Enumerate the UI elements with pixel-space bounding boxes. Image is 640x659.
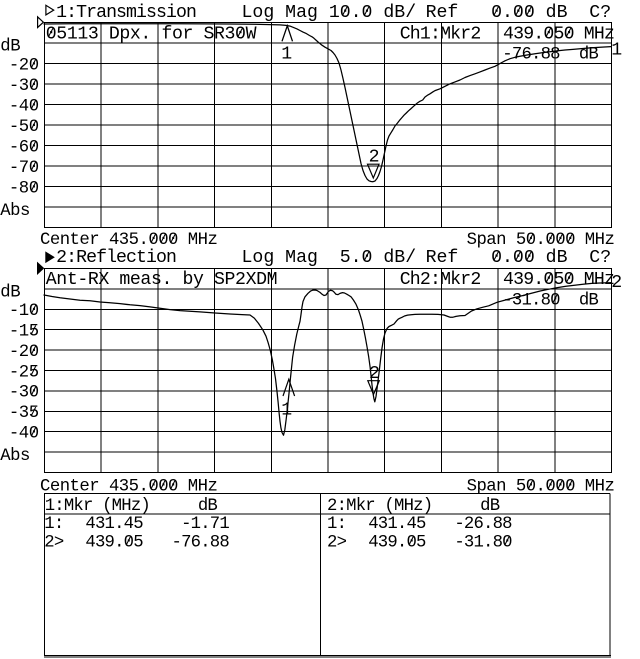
svg-text:431.45 -1.71: 431.45 -1.71	[85, 515, 229, 534]
svg-text:1:Transmission: 1:Transmission	[56, 3, 196, 23]
svg-text:2:Reflection: 2:Reflection	[56, 248, 176, 268]
svg-text:-76.88 dB: -76.88 dB	[502, 45, 598, 64]
svg-text:05113 Dpx. for SR30W: 05113 Dpx. for SR30W	[46, 24, 257, 44]
svg-text:-70: -70	[9, 159, 39, 178]
svg-text:2: 2	[611, 273, 622, 293]
svg-text:Ch1:Mkr2: Ch1:Mkr2	[400, 24, 481, 44]
svg-text:-30: -30	[9, 384, 39, 403]
svg-text:Ref 0.00 dB C?: Ref 0.00 dB C?	[426, 248, 612, 268]
svg-text:-60: -60	[9, 138, 39, 157]
svg-text:Log Mag 5.0 dB/: Log Mag 5.0 dB/	[242, 248, 417, 268]
svg-text:1: 1	[281, 44, 292, 64]
svg-text:Center 435.000 MHz: Center 435.000 MHz	[40, 477, 217, 496]
svg-text:-20: -20	[9, 343, 39, 362]
svg-text:2: 2	[369, 364, 380, 384]
svg-text:Span 50.000 MHz: Span 50.000 MHz	[467, 231, 615, 250]
svg-text:439.050 MHz: 439.050 MHz	[503, 270, 614, 290]
svg-text:Ch2:Mkr2: Ch2:Mkr2	[400, 270, 481, 290]
svg-text:1: 1	[281, 401, 292, 421]
svg-text:2>: 2>	[44, 533, 64, 552]
svg-text:-40: -40	[9, 425, 39, 444]
svg-text:Center 435.000 MHz: Center 435.000 MHz	[40, 231, 217, 250]
svg-text:-80: -80	[9, 179, 39, 198]
svg-text:439.05 -31.80: 439.05 -31.80	[368, 533, 512, 552]
svg-text:-15: -15	[9, 323, 39, 342]
svg-text:-30: -30	[9, 77, 39, 96]
svg-text:Ant-RX meas. by SP2XDM: Ant-RX meas. by SP2XDM	[46, 270, 277, 290]
svg-text:439.050 MHz: 439.050 MHz	[503, 24, 614, 44]
svg-text:dB: dB	[0, 38, 20, 57]
svg-text:1:: 1:	[327, 515, 346, 534]
svg-text:2: 2	[369, 147, 380, 167]
svg-text:2:Mkr (MHz) dB: 2:Mkr (MHz) dB	[327, 497, 500, 516]
svg-text:-20: -20	[9, 56, 39, 75]
svg-text:Abs: Abs	[0, 447, 30, 466]
svg-text:-35: -35	[9, 404, 39, 423]
svg-text:-40: -40	[9, 97, 39, 116]
svg-text:431.45 -26.88: 431.45 -26.88	[368, 515, 512, 534]
svg-text:439.05 -76.88: 439.05 -76.88	[85, 533, 229, 552]
svg-text:dB: dB	[0, 283, 20, 302]
svg-text:2>: 2>	[327, 533, 347, 552]
svg-text:Ref 0.00 dB C?: Ref 0.00 dB C?	[426, 3, 612, 23]
svg-text:Span 50.000 MHz: Span 50.000 MHz	[467, 477, 615, 496]
svg-text:-31.80 dB: -31.80 dB	[502, 292, 598, 311]
svg-text:-25: -25	[9, 363, 39, 382]
svg-text:1: 1	[611, 40, 622, 60]
svg-text:-10: -10	[9, 302, 39, 321]
svg-text:-50: -50	[9, 118, 39, 137]
svg-text:Log Mag 10.0 dB/: Log Mag 10.0 dB/	[242, 3, 417, 23]
svg-text:Abs: Abs	[0, 202, 30, 221]
svg-text:1:: 1:	[44, 515, 63, 534]
svg-text:1:Mkr (MHz) dB: 1:Mkr (MHz) dB	[45, 497, 218, 516]
